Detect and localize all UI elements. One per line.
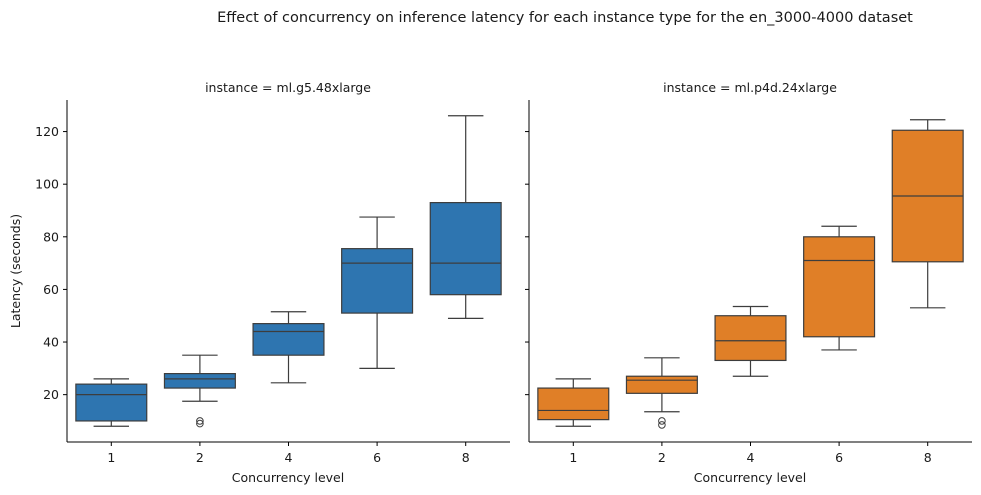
y-tick-label: 80 [43,229,59,244]
panel-g5-48xlarge: instance = ml.g5.48xlarge Concurrency le… [35,80,510,485]
x-tick-label: 2 [196,450,204,465]
box-8 [891,119,964,309]
box-6 [341,216,414,369]
box-6 [803,225,876,351]
x-tick-label: 4 [747,450,755,465]
outlier-point [658,421,666,429]
panel-title: instance = ml.p4d.24xlarge [663,80,837,95]
x-tick-label: 2 [658,450,666,465]
figure-title: Effect of concurrency on inference laten… [217,10,913,26]
iqr-box [75,383,148,422]
x-tick-label: 1 [107,450,115,465]
iqr-box [341,248,414,314]
box-4 [714,305,787,377]
x-tick-label: 6 [373,450,381,465]
x-axis-label: Concurrency level [232,470,344,485]
iqr-box [803,236,876,338]
x-tick-label: 8 [462,450,470,465]
outlier-point [196,419,204,428]
box-4 [252,311,325,384]
y-tick-label: 100 [35,177,59,192]
box-2 [163,354,236,428]
y-axis-label: Latency (seconds) [8,214,23,328]
x-axis-label: Concurrency level [694,470,806,485]
y-tick-label: 120 [35,124,59,139]
box-1 [75,378,148,427]
iqr-box [163,373,236,389]
x-tick-label: 1 [569,450,577,465]
iqr-box [429,202,502,296]
panel-p4d-24xlarge: instance = ml.p4d.24xlarge Concurrency l… [525,80,972,485]
panel-title: instance = ml.g5.48xlarge [205,80,371,95]
y-tick-label: 60 [43,282,59,297]
iqr-box [252,323,325,356]
outlier-point [658,417,666,425]
x-tick-label: 6 [835,450,843,465]
x-tick-label: 4 [285,450,293,465]
box-8 [429,115,502,319]
outlier-point [196,417,204,425]
x-tick-label: 8 [924,450,932,465]
iqr-box [714,315,787,362]
iqr-box [537,387,610,421]
box-1 [537,378,610,427]
box-2 [625,357,698,429]
iqr-box [625,375,698,394]
y-tick-label: 20 [43,387,59,402]
y-tick-label: 40 [43,335,59,350]
